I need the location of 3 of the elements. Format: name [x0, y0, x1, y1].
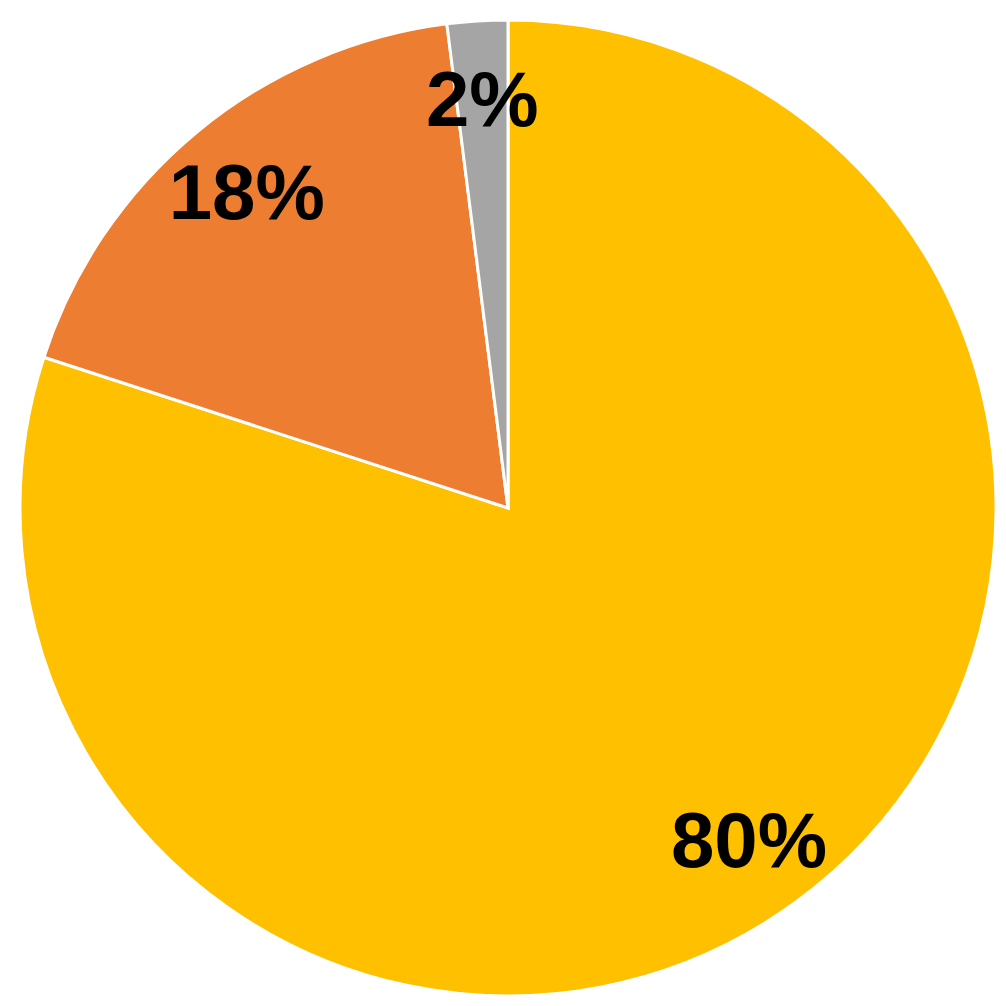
pie-slice — [19, 18, 998, 997]
data-label: 80% — [670, 795, 828, 884]
data-label: 18% — [168, 148, 325, 237]
